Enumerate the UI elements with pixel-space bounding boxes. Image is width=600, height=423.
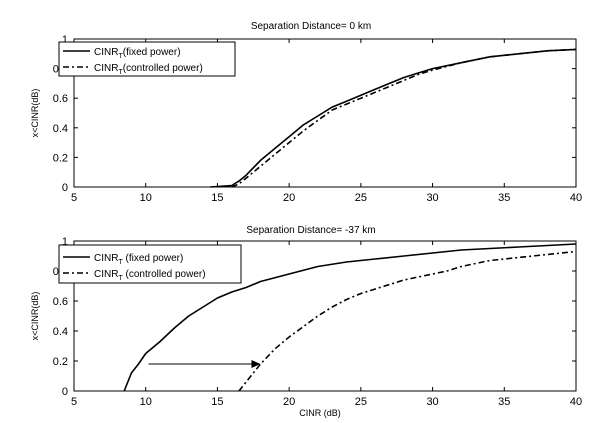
series-line-controlled-power: [231, 48, 577, 188]
x-ticks: 5 10 15 20 25 30 35 40: [71, 241, 582, 408]
chart-bottom: Separation Distance= -37 km x<CINR(dB) 5…: [30, 225, 582, 418]
plot-frame: [73, 38, 577, 188]
series-line-fixed-power: [210, 48, 577, 188]
y-ticks: 00.20.40.60.81: [53, 236, 576, 398]
chart-top: Separation Distance= 0 km x<CINR(dB) 5 10…: [30, 21, 582, 204]
legend-label: CINRT (fixed power): [94, 253, 183, 266]
x-tick-label: 5: [71, 396, 77, 408]
chart-title: Separation Distance= 0 km: [251, 21, 371, 32]
y-tick-label: 1: [62, 34, 68, 46]
series-line-controlled-power: [238, 250, 577, 392]
legend: CINRT(fixed power) CINRT(controlled powe…: [58, 41, 236, 77]
y-axis-label: x<CINR(dB): [30, 89, 40, 138]
legend-box: [58, 244, 242, 284]
x-tick-label: 10: [140, 192, 152, 204]
annotation-arrow: [148, 360, 261, 368]
x-tick-label: 25: [355, 192, 367, 204]
x-tick-label: 40: [570, 396, 582, 408]
y-tick-label: 0.6: [53, 93, 68, 105]
y-tick-label: 0.2: [53, 152, 68, 164]
legend-label: CINRT(fixed power): [94, 47, 181, 60]
legend-label: CINRT (controlled power): [94, 269, 206, 282]
x-tick-label: 5: [71, 192, 77, 204]
y-tick-label: 0.6: [53, 296, 68, 308]
x-tick-label: 15: [211, 192, 223, 204]
x-tick-label: 25: [355, 396, 367, 408]
chart-title: Separation Distance= -37 km: [246, 225, 375, 236]
x-tick-label: 10: [140, 396, 152, 408]
plot-frame: [73, 240, 577, 392]
x-tick-label: 15: [211, 396, 223, 408]
x-tick-label: 20: [283, 396, 295, 408]
x-tick-label: 35: [498, 192, 510, 204]
x-tick-label: 40: [570, 192, 582, 204]
y-axis-label: x<CINR(dB): [30, 292, 40, 341]
legend-box: [58, 41, 236, 77]
x-tick-label: 35: [498, 396, 510, 408]
y-tick-label: 1: [62, 236, 68, 248]
legend: CINRT (fixed power) CINRT (controlled po…: [58, 244, 242, 284]
x-tick-label: 20: [283, 192, 295, 204]
series-line-fixed-power: [123, 243, 577, 392]
y-tick-label: 0: [62, 386, 68, 398]
legend-label: CINRT(controlled power): [94, 63, 203, 76]
x-axis-label: CINR (dB): [299, 408, 341, 418]
y-tick-label: 0.4: [53, 123, 68, 135]
y-tick-label: 0.2: [53, 356, 68, 368]
y-tick-label: 0: [62, 182, 68, 194]
x-tick-label: 30: [426, 396, 438, 408]
y-tick-label: 0.4: [53, 326, 68, 338]
x-ticks: 5 10 15 20 25 30 35 40: [71, 39, 582, 204]
series-group: [210, 48, 577, 188]
arrow-head: [251, 360, 261, 368]
series-group: [123, 243, 577, 392]
x-tick-label: 30: [426, 192, 438, 204]
